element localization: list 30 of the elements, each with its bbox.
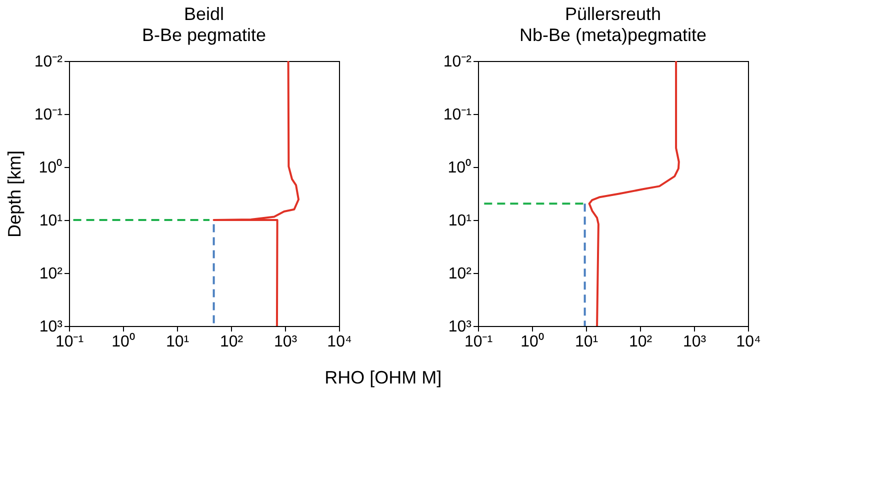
x-tick-label: 10² [628, 334, 653, 350]
chart-subtitle: Nb-Be (meta)pegmatite [519, 25, 707, 45]
x-tick-label: 10⁴ [736, 334, 761, 350]
y-tick-label: 10² [448, 266, 472, 282]
y-tick-label: 10⁰ [448, 158, 472, 176]
y-tick-label: 10⁰ [38, 158, 62, 176]
y-tick-label: 10⁻¹ [443, 106, 472, 124]
y-tick-label: 10³ [448, 318, 472, 336]
x-tick-label: 10⁻¹ [464, 334, 493, 350]
y-tick-label: 10¹ [448, 212, 472, 230]
y-tick-label: 10² [39, 266, 64, 282]
chart-subtitle: B-Be pegmatite [142, 25, 266, 45]
y-tick-label: 10³ [39, 318, 64, 336]
x-tick-label: 10¹ [574, 334, 598, 350]
x-tick-label: 10² [220, 334, 244, 350]
chart-title: Beidl [184, 4, 224, 24]
x-tick-label: 10⁻¹ [55, 334, 84, 350]
x-tick-label: 10⁴ [327, 334, 352, 350]
x-tick-label: 10⁰ [112, 332, 136, 350]
x-tick-label: 10¹ [166, 334, 190, 350]
x-tick-label: 10³ [682, 334, 707, 350]
x-axis-title: RHO [OHM M] [324, 368, 442, 388]
y-tick-label: 10⁻² [443, 54, 472, 70]
y-tick-label: 10⁻² [34, 54, 64, 70]
x-tick-label: 10⁰ [520, 332, 544, 350]
y-axis-title: Depth [km] [4, 150, 24, 238]
chart-title: Püllersreuth [564, 4, 662, 24]
y-tick-label: 10¹ [39, 212, 62, 230]
y-tick-label: 10⁻¹ [34, 106, 62, 124]
x-tick-label: 10³ [274, 334, 298, 350]
